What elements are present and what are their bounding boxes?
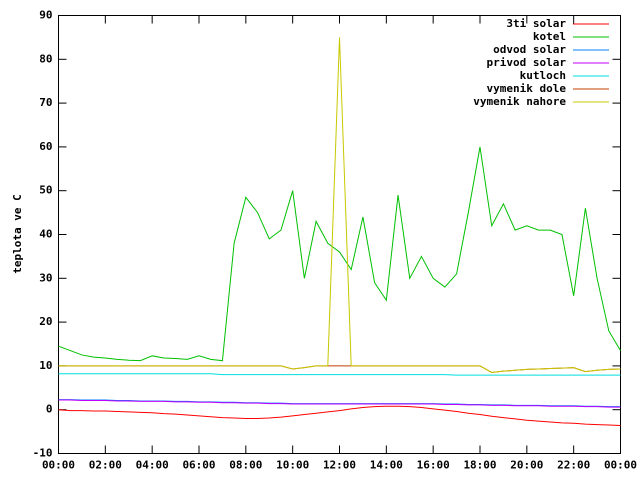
- y-tick-label: 90: [39, 9, 52, 22]
- x-tick-label: 06:00: [182, 459, 215, 472]
- y-tick-label: 70: [39, 96, 52, 109]
- x-tick-label: 20:00: [510, 459, 543, 472]
- y-tick-label: 60: [39, 140, 52, 153]
- y-tick-label: -10: [33, 447, 53, 460]
- x-tick-label: 18:00: [463, 459, 496, 472]
- y-tick-label: 20: [39, 315, 52, 328]
- y-tick-label: 40: [39, 228, 52, 241]
- legend-label: odvod solar: [493, 43, 566, 56]
- legend-label: kutloch: [520, 69, 566, 82]
- y-tick-label: 10: [39, 359, 52, 372]
- legend-label: vymenik dole: [487, 82, 567, 95]
- x-tick-label: 00:00: [42, 459, 75, 472]
- series-line: [58, 37, 621, 373]
- series-line: [58, 146, 621, 362]
- y-axis-label: teplota ve C: [11, 194, 24, 273]
- series-line: [58, 405, 621, 426]
- y-tick-label: 30: [39, 271, 52, 284]
- x-tick-label: 16:00: [417, 459, 450, 472]
- x-tick-label: 10:00: [276, 459, 309, 472]
- series-line: [58, 373, 621, 376]
- legend-label: vymenik nahore: [473, 95, 566, 108]
- y-tick-label: 80: [39, 52, 52, 65]
- legend-label: privod solar: [487, 56, 567, 69]
- legend-label: kotel: [533, 30, 566, 43]
- x-tick-label: 12:00: [323, 459, 356, 472]
- legend-label: 3ti solar: [506, 17, 566, 30]
- x-tick-label: 22:00: [557, 459, 590, 472]
- x-tick-label: 02:00: [89, 459, 122, 472]
- y-tick-label: 0: [46, 403, 53, 416]
- x-tick-label: 08:00: [229, 459, 262, 472]
- x-tick-label: 04:00: [136, 459, 169, 472]
- series-line: [58, 399, 621, 408]
- x-tick-label: 14:00: [370, 459, 403, 472]
- y-tick-label: 50: [39, 184, 52, 197]
- x-tick-label: 00:00: [604, 459, 637, 472]
